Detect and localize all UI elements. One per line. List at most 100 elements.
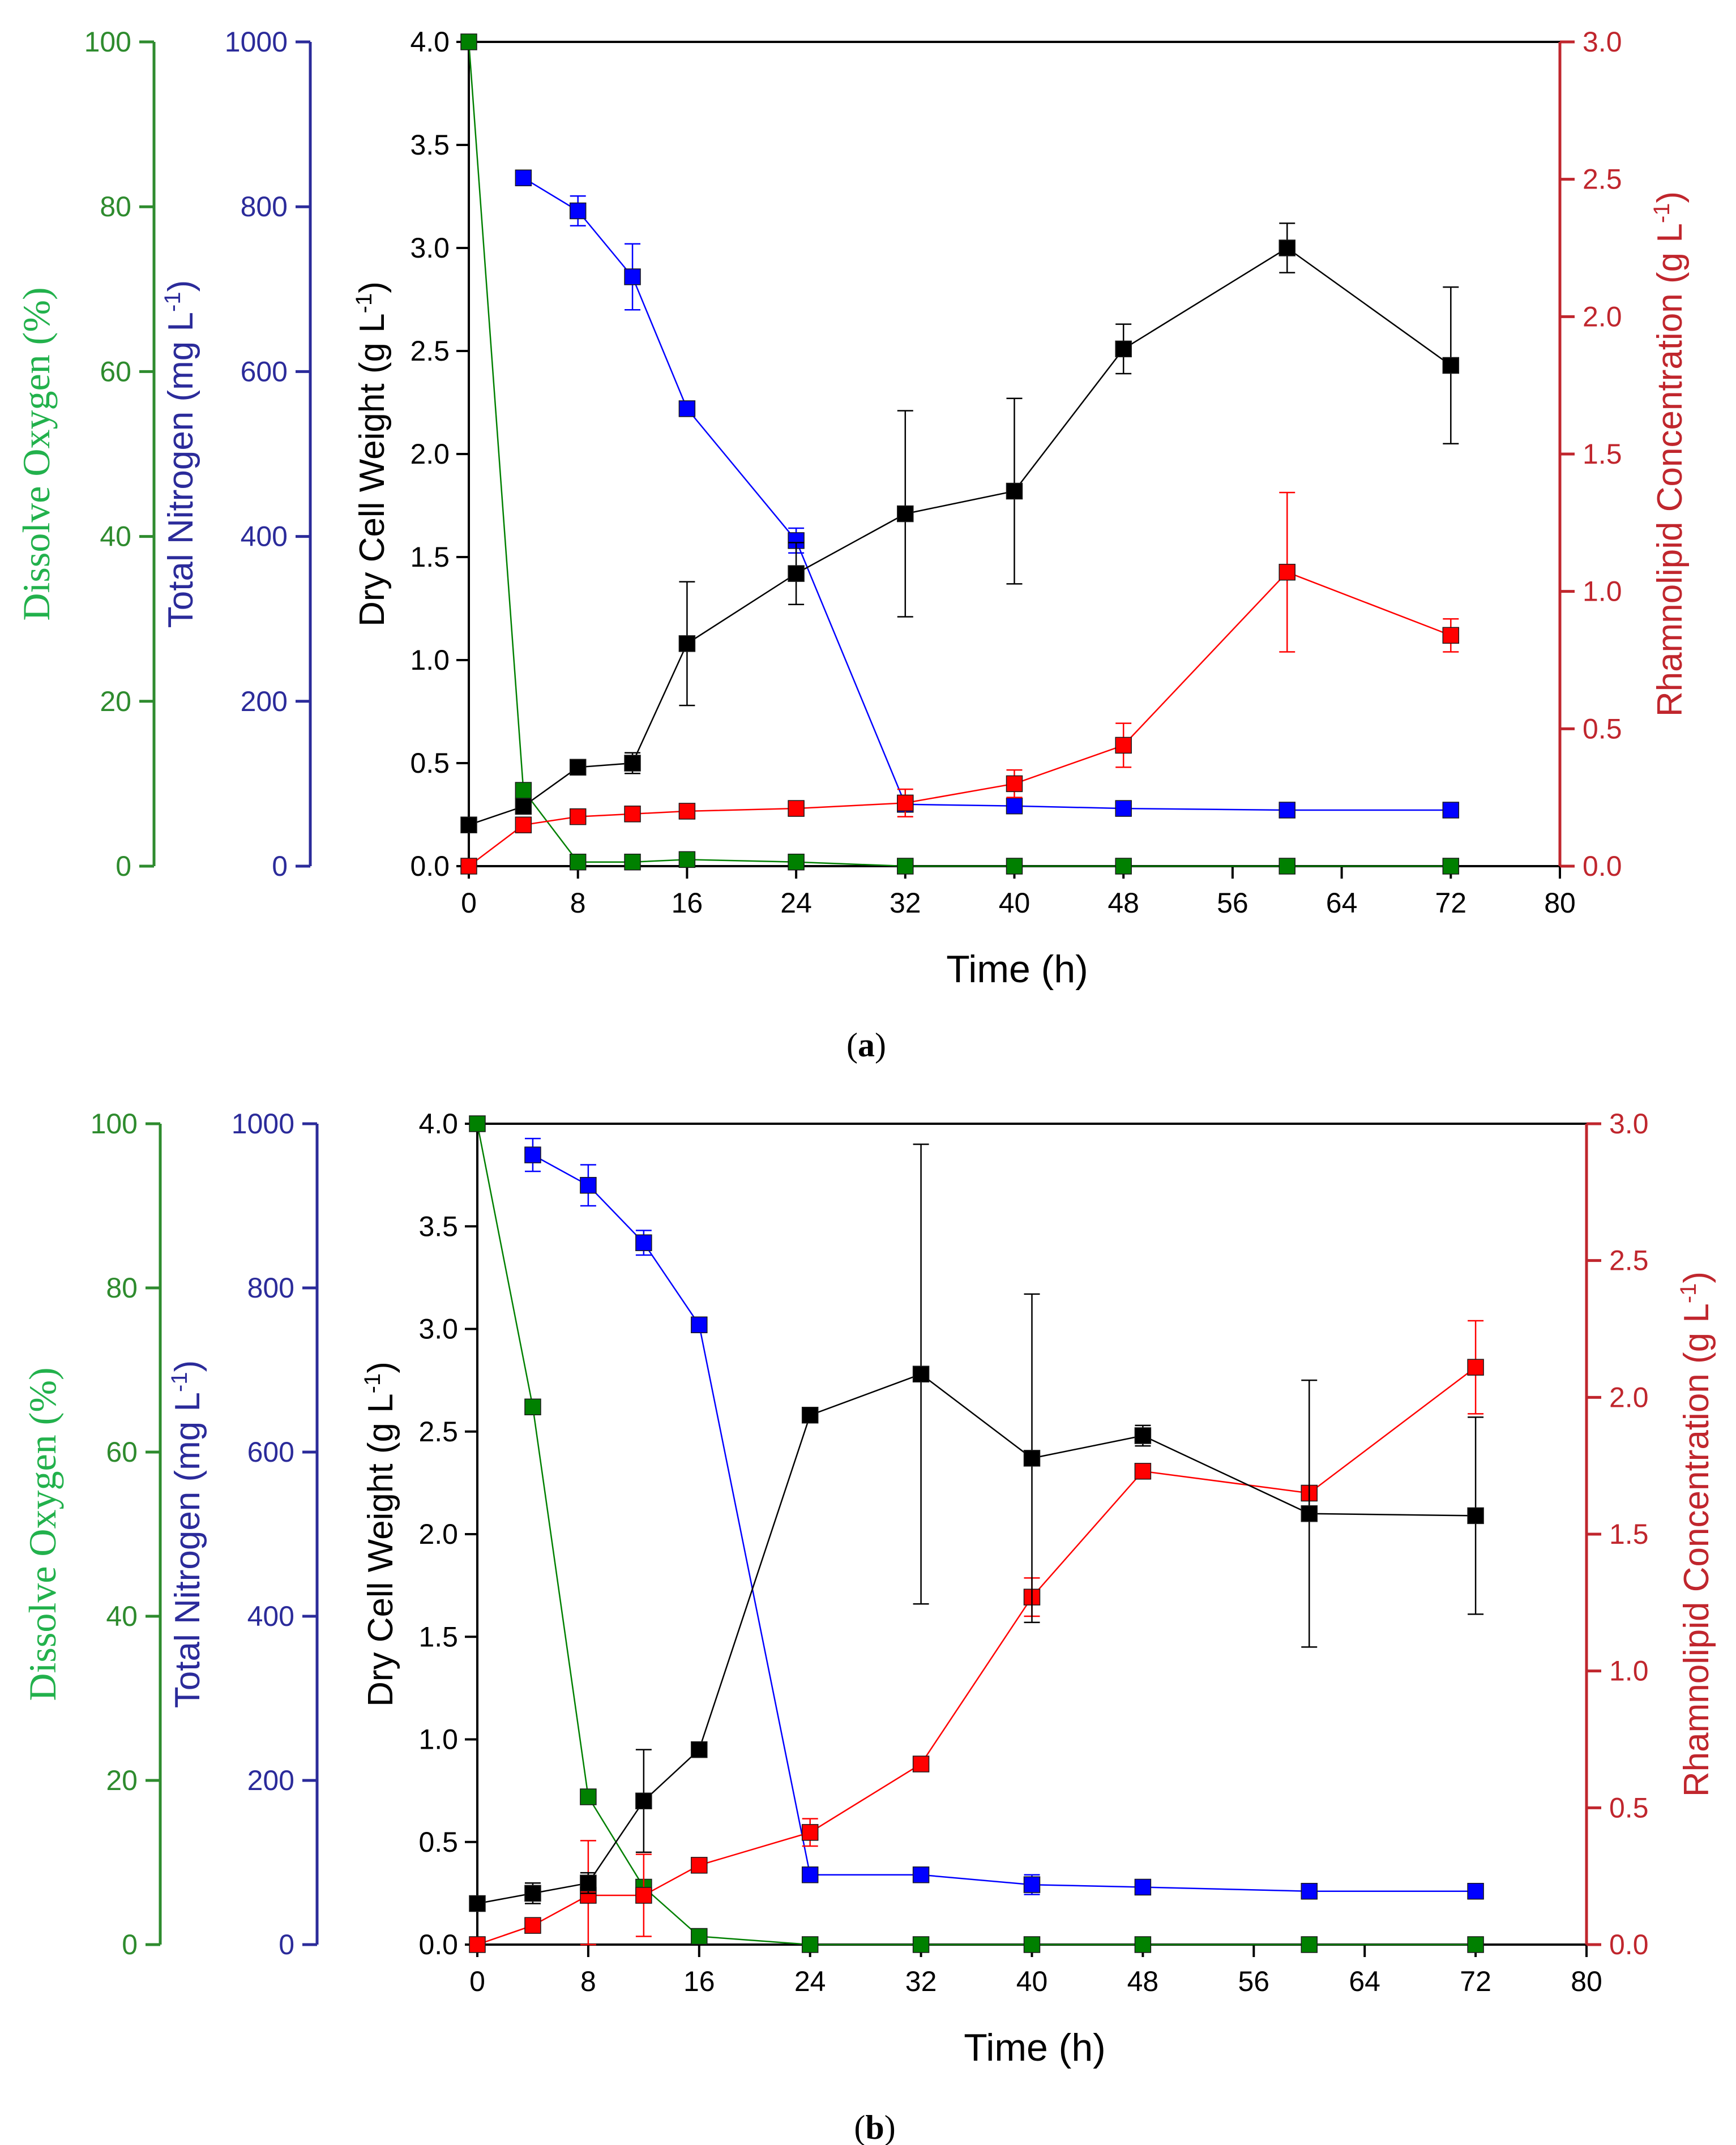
rhamnolipid-axis-label-suffix: ) <box>1651 191 1690 203</box>
dcw-point <box>580 1874 597 1891</box>
dcw-axis-label: Dry Cell Weight (g L-1) <box>360 1362 400 1707</box>
x-tick-label: 48 <box>1127 1966 1159 1997</box>
rhamnolipid-tick-label: 1.5 <box>1609 1518 1649 1550</box>
oxygen-point <box>1134 1936 1152 1953</box>
x-tick-label: 72 <box>1460 1966 1491 1997</box>
nitrogen-tick-label: 200 <box>241 686 288 717</box>
nitrogen-point <box>569 202 587 220</box>
rhamnolipid-point <box>788 800 805 817</box>
nitrogen-line <box>523 177 1451 811</box>
dcw-point <box>460 816 477 833</box>
rhamnolipid-tick-label: 3.0 <box>1609 1108 1649 1140</box>
rhamnolipid-point <box>524 1917 541 1934</box>
x-tick-label: 24 <box>780 887 812 919</box>
nitrogen-tick-label: 200 <box>247 1765 294 1796</box>
nitrogen-point <box>1467 1883 1484 1900</box>
oxygen-tick-label: 0 <box>116 850 131 882</box>
x-tick-label: 48 <box>1108 887 1139 919</box>
rhamnolipid-axis-label-suffix: ) <box>1677 1271 1716 1283</box>
oxygen-tick-label: 80 <box>106 1272 138 1304</box>
rhamnolipid-point <box>635 1887 652 1904</box>
rhamnolipid-tick-label: 2.5 <box>1609 1245 1649 1277</box>
rhamnolipid-axis: 0.0 0.5 1.0 1.5 2.0 2.5 3.0 Rhamnolipid Concent… <box>1558 26 1690 882</box>
rhamnolipid-tick-label: 0.0 <box>1583 850 1622 882</box>
panel-label-close: ) <box>875 1026 886 1064</box>
nitrogen-point <box>1279 802 1295 819</box>
oxygen-tick-label: 60 <box>106 1436 138 1468</box>
nitrogen-axis-label-superscript: -1 <box>160 292 185 312</box>
dcw-point <box>678 635 696 652</box>
x-axis: 0 8 16 24 32 40 48 56 64 72 80 Time (h) <box>469 1945 1602 2069</box>
nitrogen-axis: 0 200 400 600 800 1000 Total Nitrogen (mg L-1) <box>167 1108 319 1960</box>
dcw-tick-label: 1.5 <box>410 541 450 573</box>
oxygen-point <box>897 858 914 875</box>
panel-label-letter: b <box>865 2109 884 2145</box>
nitrogen-point <box>624 268 641 285</box>
x-tick-label: 40 <box>1016 1966 1048 1997</box>
rhamnolipid-tick-label: 2.0 <box>1583 301 1622 332</box>
oxygen-point <box>1467 1936 1484 1953</box>
dcw-point <box>1115 340 1132 358</box>
x-tick-label: 56 <box>1238 1966 1269 1997</box>
x-tick-label: 24 <box>794 1966 826 1997</box>
dcw-axis-label-suffix: ) <box>353 281 392 293</box>
rhamnolipid-point <box>1006 775 1023 793</box>
nitrogen-point <box>515 169 532 186</box>
nitrogen-point <box>1134 1878 1152 1896</box>
nitrogen-point <box>1301 1883 1318 1900</box>
rhamnolipid-point <box>678 803 696 820</box>
x-tick-label: 16 <box>683 1966 715 1997</box>
dcw-point <box>1006 482 1023 500</box>
rhamnolipid-tick-label: 2.5 <box>1583 164 1622 195</box>
nitrogen-axis-label-superscript: -1 <box>167 1372 192 1392</box>
oxygen-axis-label-text: Dissolve Oxygen (%) <box>21 1367 64 1701</box>
rhamnolipid-point <box>469 1936 486 1953</box>
oxygen-point <box>1115 858 1132 875</box>
dcw-tick-label: 3.0 <box>418 1313 458 1345</box>
nitrogen-tick-label: 400 <box>241 521 288 553</box>
nitrogen-axis-label-text: Total Nitrogen (mg L <box>168 1392 207 1708</box>
oxygen-point <box>1023 1936 1041 1953</box>
oxygen-point <box>569 853 587 871</box>
x-tick-label: 16 <box>672 887 703 919</box>
dcw-tick-label: 0.0 <box>410 850 450 882</box>
rhamnolipid-point <box>624 806 641 823</box>
rhamnolipid-tick-label: 3.0 <box>1583 26 1622 58</box>
panel-label-open: ( <box>854 2109 865 2145</box>
nitrogen-axis-label-suffix: ) <box>168 1360 207 1372</box>
dcw-point <box>1301 1505 1318 1522</box>
rhamnolipid-axis-label-text: Rhamnolipid Concentration (g L <box>1651 223 1690 717</box>
rhamnolipid-point <box>1134 1463 1152 1480</box>
rhamnolipid-tick-label: 2.0 <box>1609 1381 1649 1413</box>
oxygen-tick-label: 20 <box>100 686 131 717</box>
dcw-tick-label: 1.5 <box>418 1621 458 1652</box>
nitrogen-point <box>580 1177 597 1194</box>
nitrogen-tick-label: 600 <box>247 1436 294 1468</box>
dcw-point <box>801 1407 819 1424</box>
oxygen-axis: 0 20 40 60 80 100 Dissolve Oxygen (%) <box>15 26 156 882</box>
panel-label: (b) <box>854 2109 895 2145</box>
oxygen-point <box>788 853 805 871</box>
series-rhamnolipid <box>460 491 1460 875</box>
dcw-tick-label: 1.0 <box>410 644 450 676</box>
dcw-tick-label: 4.0 <box>418 1108 458 1140</box>
oxygen-axis-label: Dissolve Oxygen (%) <box>15 287 58 620</box>
rhamnolipid-point <box>912 1756 930 1772</box>
dcw-tick-label: 2.0 <box>418 1518 458 1550</box>
dcw-point <box>515 798 532 815</box>
rhamnolipid-axis: 0.0 0.5 1.0 1.5 2.0 2.5 3.0 Rhamnolipid Concent… <box>1585 1108 1716 1960</box>
rhamnolipid-point <box>1279 563 1295 581</box>
nitrogen-tick-label: 800 <box>241 191 288 222</box>
oxygen-tick-label: 60 <box>100 356 131 387</box>
oxygen-tick-label: 40 <box>100 521 131 553</box>
rhamnolipid-tick-label: 0.5 <box>1609 1792 1649 1823</box>
x-tick-label: 0 <box>469 1966 485 1997</box>
panel-label-close: ) <box>884 2109 896 2145</box>
panel-a: 0 8 16 24 32 40 48 56 64 72 80 Time (h) 0.0 0.5 1.0 1.5… <box>15 26 1690 1064</box>
rhamnolipid-tick-label: 1.0 <box>1609 1655 1649 1687</box>
dcw-axis-label: Dry Cell Weight (g L-1) <box>352 281 392 627</box>
dcw-tick-label: 0.0 <box>418 1929 458 1960</box>
nitrogen-point <box>635 1234 652 1251</box>
dcw-axis-label-text: Dry Cell Weight (g L <box>361 1393 400 1707</box>
x-tick-label: 56 <box>1217 887 1248 919</box>
